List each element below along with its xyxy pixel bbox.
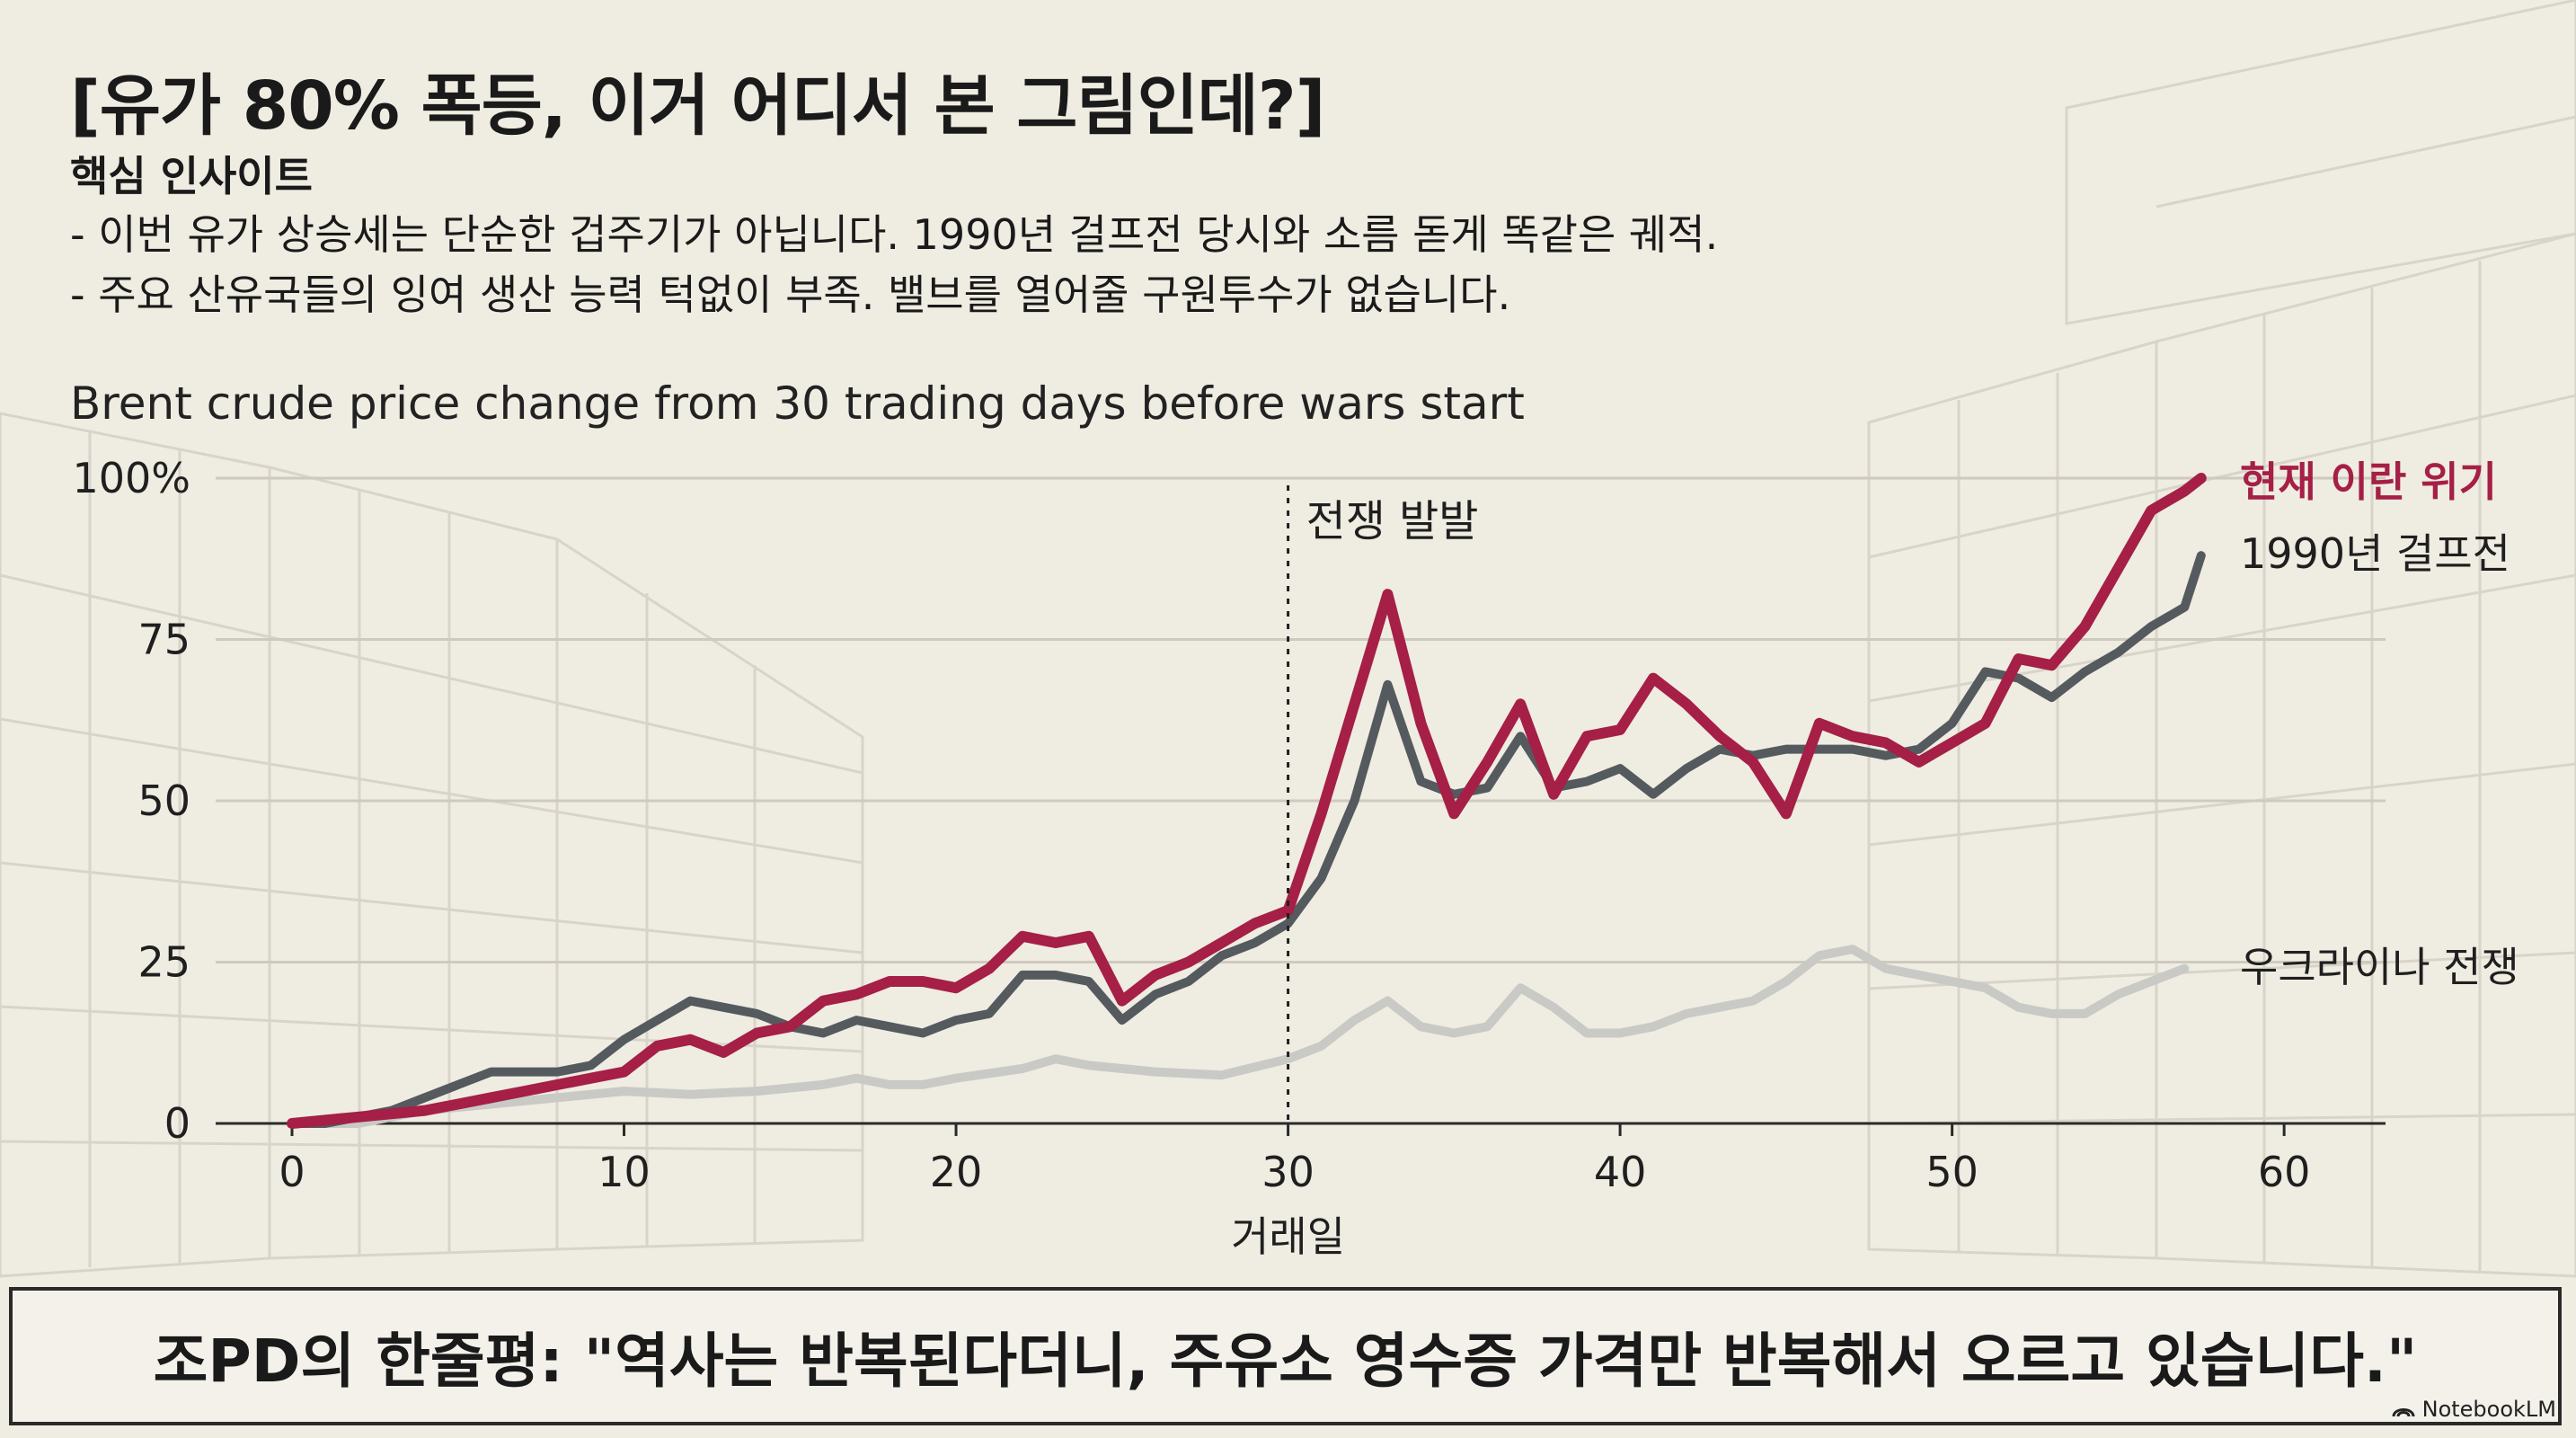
x-tick-label: 0 bbox=[279, 1148, 305, 1196]
footer-comment: 조PD의 한줄평: "역사는 반복된다더니, 주유소 영수증 가격만 반복해서 … bbox=[153, 1327, 2418, 1396]
x-tick-label: 40 bbox=[1594, 1148, 1647, 1196]
series-ukraine-war bbox=[288, 945, 2190, 1128]
footer-banner: 조PD의 한줄평: "역사는 반복된다더니, 주유소 영수증 가격만 반복해서 … bbox=[9, 1287, 2562, 1425]
insight-line: - 주요 산유국들의 잉여 생산 능력 턱없이 부족. 밸브를 열어줄 구원투수… bbox=[70, 271, 1511, 319]
series-label: 우크라이나 전쟁 bbox=[2240, 943, 2519, 991]
series-label: 현재 이란 위기 bbox=[2240, 457, 2497, 506]
insights-heading: 핵심 인사이트 bbox=[70, 152, 313, 200]
page-title: [유가 80% 폭등, 이거 어디서 본 그림인데?] bbox=[70, 67, 1325, 145]
axes: 0 25 50 75 100% 0 10 20 30 40 50 60 거래일 bbox=[72, 454, 2386, 1261]
brand-badge: NotebookLM bbox=[2392, 1397, 2556, 1422]
x-axis-label: 거래일 bbox=[1231, 1212, 1345, 1261]
war-start-label: 전쟁 발발 bbox=[1306, 496, 1479, 546]
x-tick-label: 60 bbox=[2258, 1148, 2311, 1196]
gridlines bbox=[216, 476, 2386, 963]
x-tick-label: 30 bbox=[1261, 1148, 1315, 1196]
series-label: 1990년 걸프전 bbox=[2240, 529, 2510, 578]
series-iran-crisis bbox=[287, 473, 2207, 1129]
brand-name: NotebookLM bbox=[2421, 1397, 2556, 1422]
y-tick-label: 100% bbox=[72, 454, 190, 502]
x-tick-label: 10 bbox=[598, 1148, 651, 1196]
series-lines bbox=[287, 473, 2207, 1129]
y-tick-label: 50 bbox=[137, 777, 190, 825]
x-tick-label: 50 bbox=[1925, 1148, 1978, 1196]
x-tick-label: 20 bbox=[930, 1148, 983, 1196]
notebooklm-logo-icon bbox=[2392, 1408, 2415, 1417]
y-tick-label: 25 bbox=[137, 938, 190, 987]
chart-title: Brent crude price change from 30 trading… bbox=[70, 377, 1525, 430]
insight-line: - 이번 유가 상승세는 단순한 겁주기가 아닙니다. 1990년 걸프전 당시… bbox=[70, 210, 1719, 259]
y-tick-label: 0 bbox=[164, 1099, 190, 1148]
y-tick-label: 75 bbox=[137, 616, 190, 664]
